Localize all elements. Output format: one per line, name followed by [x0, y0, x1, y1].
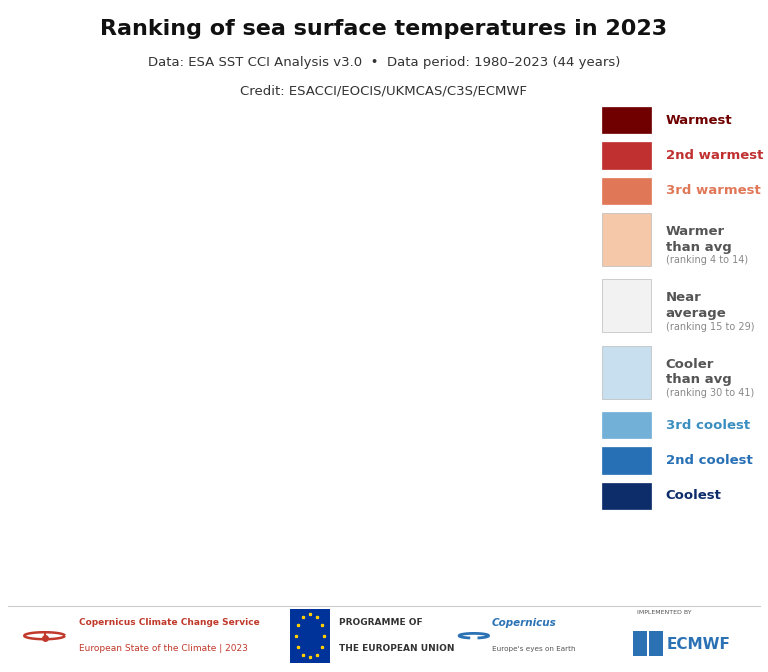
Bar: [602, 482, 651, 509]
Text: (ranking 30 to 41): (ranking 30 to 41): [666, 388, 754, 398]
Text: (ranking 4 to 14): (ranking 4 to 14): [666, 255, 748, 265]
Bar: [649, 630, 663, 656]
Text: Near
average: Near average: [666, 292, 727, 320]
Text: Warmest: Warmest: [666, 114, 732, 127]
Text: Copernicus Climate Change Service: Copernicus Climate Change Service: [79, 618, 260, 627]
Bar: [602, 346, 651, 398]
Bar: [602, 142, 651, 169]
Text: 2nd warmest: 2nd warmest: [666, 149, 763, 162]
Text: (ranking 15 to 29): (ranking 15 to 29): [666, 322, 754, 332]
Text: Credit: ESACCI/EOCIS/UKMCAS/C3S/ECMWF: Credit: ESACCI/EOCIS/UKMCAS/C3S/ECMWF: [240, 85, 528, 97]
Text: ECMWF: ECMWF: [667, 637, 730, 652]
Text: Ranking of sea surface temperatures in 2023: Ranking of sea surface temperatures in 2…: [101, 19, 667, 39]
Bar: [633, 630, 647, 656]
Text: THE EUROPEAN UNION: THE EUROPEAN UNION: [339, 644, 455, 653]
Text: Copernicus: Copernicus: [492, 618, 556, 628]
Text: Warmer
than avg: Warmer than avg: [666, 225, 731, 253]
Bar: [602, 177, 651, 204]
Bar: [290, 609, 330, 663]
Bar: [602, 107, 651, 133]
Text: 2nd coolest: 2nd coolest: [666, 454, 753, 467]
Text: Cooler
than avg: Cooler than avg: [666, 358, 731, 386]
Text: Data: ESA SST CCI Analysis v3.0  •  Data period: 1980–2023 (44 years): Data: ESA SST CCI Analysis v3.0 • Data p…: [147, 56, 621, 69]
Text: Europe's eyes on Earth: Europe's eyes on Earth: [492, 646, 575, 652]
Text: PROGRAMME OF: PROGRAMME OF: [339, 618, 423, 627]
Text: Coolest: Coolest: [666, 489, 721, 502]
Text: 3rd coolest: 3rd coolest: [666, 419, 750, 432]
Bar: [602, 280, 651, 332]
Text: IMPLEMENTED BY: IMPLEMENTED BY: [637, 610, 692, 615]
Text: [Map requires cartopy]: [Map requires cartopy]: [201, 339, 390, 357]
Bar: [602, 213, 651, 265]
Bar: [602, 448, 651, 474]
Bar: [602, 412, 651, 438]
Text: European State of the Climate | 2023: European State of the Climate | 2023: [79, 644, 248, 653]
Text: 3rd warmest: 3rd warmest: [666, 184, 760, 197]
